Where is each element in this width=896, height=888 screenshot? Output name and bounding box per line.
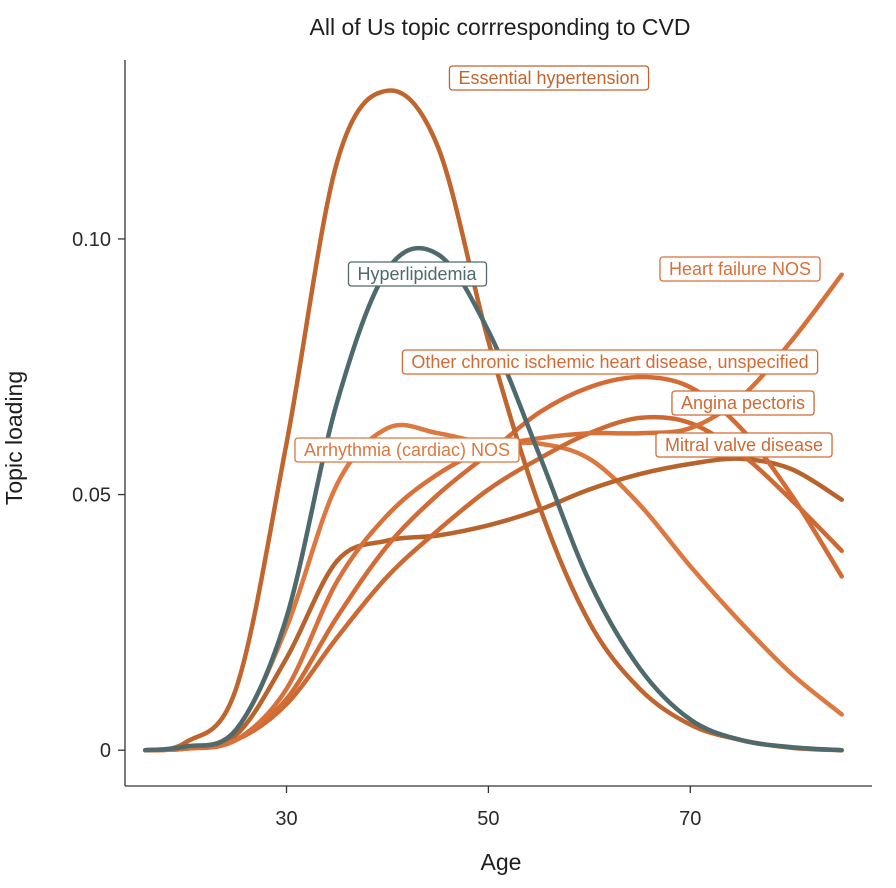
series-line-0 xyxy=(142,88,844,753)
y-tick-label: 0.05 xyxy=(72,485,111,507)
series-line-1 xyxy=(142,245,844,753)
y-tick-label: 0 xyxy=(100,740,111,762)
y-tick-label: 0.10 xyxy=(72,229,111,251)
annotation-box xyxy=(294,437,520,463)
series-line-6 xyxy=(142,422,844,753)
annotation-box xyxy=(448,65,650,91)
annotation-label: Other chronic ischemic heart disease, un… xyxy=(401,349,819,375)
series-lines xyxy=(142,88,844,753)
chart-title: All of Us topic corrresponding to CVD xyxy=(310,14,691,40)
annotations: Essential hypertension Hyperlipidemia Hear… xyxy=(294,65,833,463)
series-line-5 xyxy=(142,456,844,753)
annotation-text: Essential hypertension xyxy=(458,68,639,88)
annotation-text: Angina pectoris xyxy=(681,393,805,413)
annotation-text: Arrhythmia (cardiac) NOS xyxy=(304,440,510,460)
annotation-text: Other chronic ischemic heart disease, un… xyxy=(411,352,808,372)
annotation-text: Heart failure NOS xyxy=(669,259,811,279)
annotation-text: Mitral valve disease xyxy=(665,435,823,455)
x-tick-label: 50 xyxy=(477,808,499,830)
annotation-box xyxy=(401,349,819,375)
annotation-label: Angina pectoris xyxy=(671,390,815,416)
annotation-label: Arrhythmia (cardiac) NOS xyxy=(294,437,520,463)
annotation-label: Mitral valve disease xyxy=(655,432,833,458)
annotation-box xyxy=(347,261,488,287)
axes: 30 50 70 0 0.05 0.10 xyxy=(72,60,872,830)
annotation-label: Essential hypertension xyxy=(448,65,650,91)
annotation-text: Hyperlipidemia xyxy=(357,264,477,284)
y-axis-label: Topic loading xyxy=(1,371,27,505)
annotation-box xyxy=(671,390,815,416)
x-tick-label: 30 xyxy=(275,808,297,830)
annotation-box xyxy=(655,432,833,458)
series-line-4 xyxy=(142,414,844,753)
annotation-label: Heart failure NOS xyxy=(659,256,821,282)
annotation-label: Hyperlipidemia xyxy=(347,261,488,287)
x-axis-label: Age xyxy=(481,849,522,875)
x-tick-label: 70 xyxy=(679,808,701,830)
annotation-box xyxy=(659,256,821,282)
